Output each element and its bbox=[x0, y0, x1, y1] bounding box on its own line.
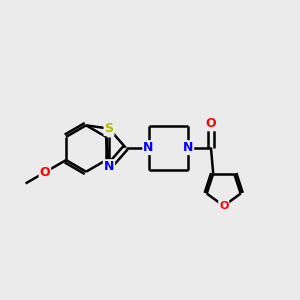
Text: N: N bbox=[104, 160, 114, 173]
Text: N: N bbox=[183, 141, 193, 154]
Text: N: N bbox=[143, 141, 154, 154]
Text: O: O bbox=[206, 117, 216, 130]
Text: O: O bbox=[219, 201, 228, 211]
Text: S: S bbox=[104, 122, 113, 135]
Text: O: O bbox=[40, 166, 50, 179]
